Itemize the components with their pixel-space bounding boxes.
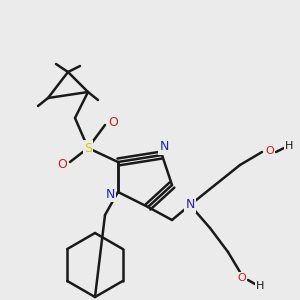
Text: N: N bbox=[185, 199, 195, 212]
Text: S: S bbox=[84, 142, 92, 154]
Text: H: H bbox=[285, 141, 293, 151]
Text: O: O bbox=[108, 116, 118, 128]
Text: N: N bbox=[105, 188, 115, 200]
Text: O: O bbox=[238, 273, 246, 283]
Text: H: H bbox=[256, 281, 264, 291]
Text: O: O bbox=[266, 146, 274, 156]
Text: N: N bbox=[159, 140, 169, 154]
Text: O: O bbox=[57, 158, 67, 172]
